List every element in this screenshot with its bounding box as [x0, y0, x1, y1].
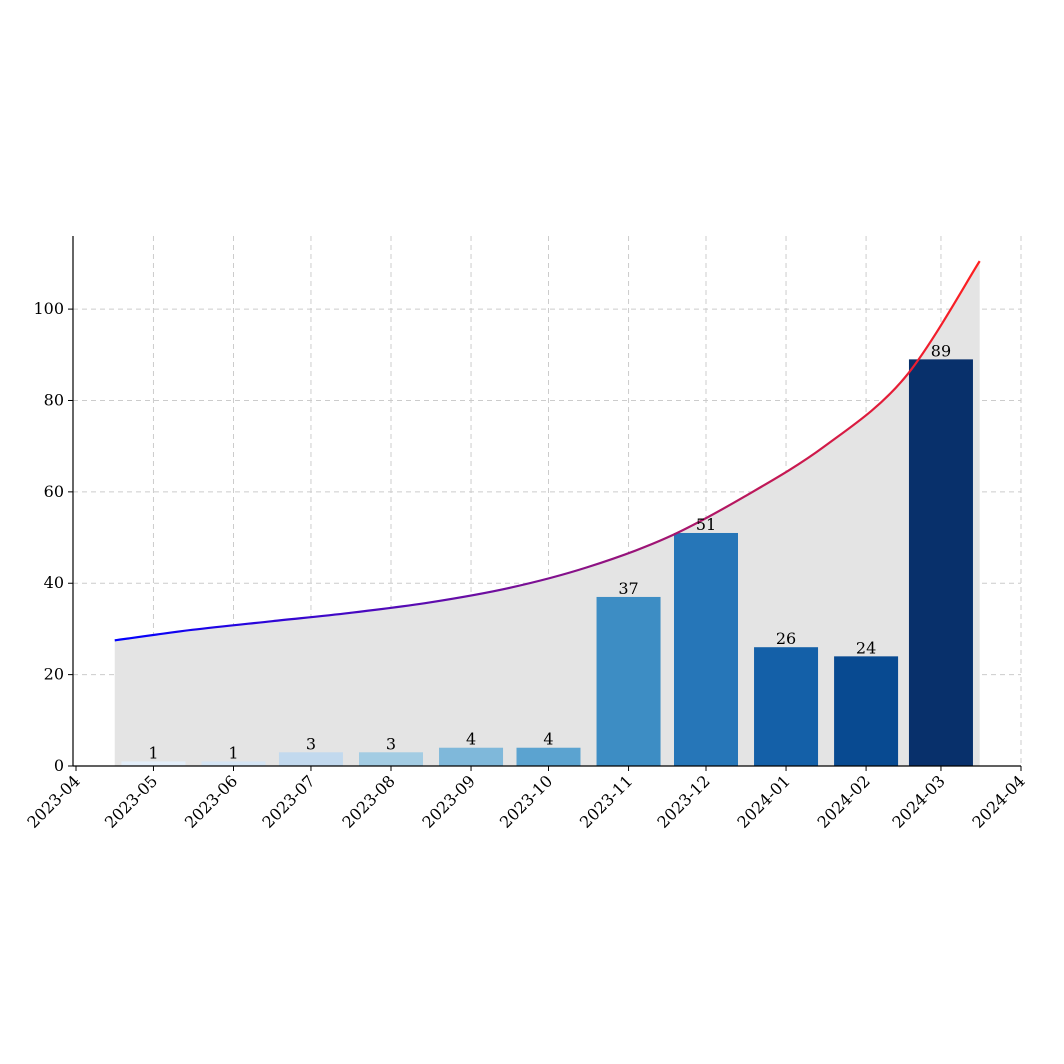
bar-label-2023-09: 4: [466, 730, 476, 749]
bar-label-2023-06: 1: [228, 743, 238, 762]
y-tick-label-80: 80: [44, 390, 64, 409]
bar-label-2024-01: 26: [776, 629, 796, 648]
x-tick-label-2024-03: 2024-03: [888, 771, 948, 831]
bar-label-2023-12: 51: [696, 515, 716, 534]
x-tick-label-2023-04: 2023-04: [23, 771, 83, 831]
trend-line: [114, 260, 981, 642]
bar-2024-02: [834, 656, 899, 766]
x-tick-label-2024-01: 2024-01: [733, 771, 793, 831]
x-tick-label-2023-11: 2023-11: [576, 771, 636, 831]
y-tick-label-20: 20: [44, 665, 64, 684]
bar-label-2023-10: 4: [543, 730, 553, 749]
bar-label-2023-08: 3: [386, 734, 396, 753]
bar-2024-03: [908, 359, 973, 766]
trend-line-layer: [114, 260, 981, 642]
bar-2023-07: [278, 752, 343, 766]
y-tick-label-40: 40: [44, 573, 64, 592]
x-tick-label-2023-07: 2023-07: [258, 771, 318, 831]
trend-area-layer: [114, 261, 980, 766]
bar-label-2024-02: 24: [856, 638, 876, 657]
y-tick-label-100: 100: [33, 299, 64, 318]
bar-2024-01: [754, 647, 819, 766]
x-tick-label-2023-10: 2023-10: [496, 771, 556, 831]
bar-2023-08: [359, 752, 423, 766]
x-tick-label-2023-12: 2023-12: [653, 771, 713, 831]
bars: [121, 359, 973, 766]
y-tick-label-60: 60: [44, 482, 64, 501]
bar-2023-09: [439, 747, 504, 766]
bar-2023-06: [201, 761, 266, 766]
bar-label-2023-11: 37: [618, 579, 638, 598]
bar-2023-11: [596, 596, 661, 766]
bar-label-2023-07: 3: [306, 734, 316, 753]
x-tick-label-2023-09: 2023-09: [418, 771, 478, 831]
x-tick-label-2024-04: 2024-04: [968, 771, 1028, 831]
bar-label-2023-05: 1: [148, 743, 158, 762]
x-tick-label-2023-05: 2023-05: [101, 771, 161, 831]
bar-2023-05: [121, 761, 186, 766]
bar-2023-12: [674, 532, 738, 766]
bar-label-2024-03: 89: [931, 341, 951, 360]
bar-labels: 1 1 3 3 4 4 37 51 26 24 89: [148, 341, 951, 762]
x-tick-label-2024-02: 2024-02: [813, 771, 873, 831]
bar-2023-10: [516, 747, 581, 766]
trend-area: [114, 261, 980, 766]
x-tick-label-2023-08: 2023-08: [338, 771, 398, 831]
x-tick-label-2023-06: 2023-06: [181, 771, 241, 831]
y-tick-label-0: 0: [54, 756, 64, 775]
